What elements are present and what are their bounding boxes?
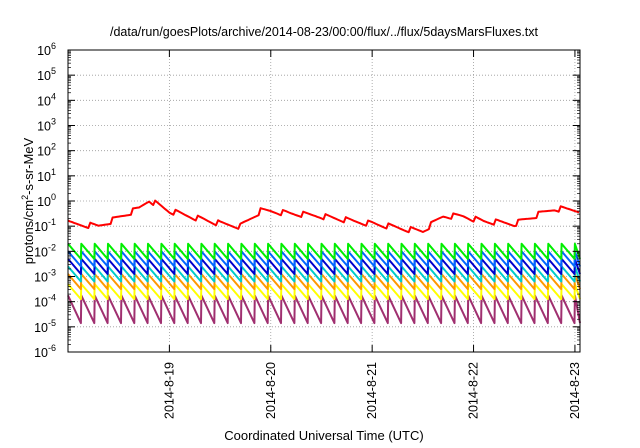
y-tick-exponent: 1 bbox=[51, 167, 56, 177]
y-tick-label: 10-3 bbox=[34, 268, 56, 285]
y-tick-exponent: -2 bbox=[48, 242, 56, 252]
y-tick-label: 100 bbox=[37, 192, 56, 209]
x-tick-label: 2014-8-23 bbox=[568, 362, 582, 419]
y-tick-label: 10-5 bbox=[34, 318, 56, 335]
y-axis-label-units: -s-sr-MeV bbox=[21, 137, 36, 194]
y-axis: 10610510410310210110010-110-210-310-410-… bbox=[34, 41, 580, 360]
y-tick-exponent: -3 bbox=[48, 268, 56, 278]
y-tick-base: 10 bbox=[37, 44, 51, 58]
x-axis-label: Coordinated Universal Time (UTC) bbox=[224, 428, 423, 443]
y-tick-base: 10 bbox=[37, 145, 51, 159]
y-tick-label: 105 bbox=[37, 66, 56, 83]
y-tick-base: 10 bbox=[37, 69, 51, 83]
y-tick-label: 103 bbox=[37, 117, 56, 134]
y-tick-base: 10 bbox=[34, 271, 48, 285]
y-tick-base: 10 bbox=[37, 170, 51, 184]
y-tick-exponent: 6 bbox=[51, 41, 56, 51]
y-tick-exponent: -1 bbox=[48, 217, 56, 227]
y-tick-label: 101 bbox=[37, 167, 56, 184]
y-tick-base: 10 bbox=[34, 296, 48, 310]
y-tick-exponent: 0 bbox=[51, 192, 56, 202]
y-tick-label: 104 bbox=[37, 91, 56, 108]
y-tick-base: 10 bbox=[37, 120, 51, 134]
x-tick-label: 2014-8-20 bbox=[264, 362, 278, 419]
x-axis: 2014-8-19 2014-8-20 2014-8-21 2014-8-22 2014… bbox=[162, 50, 582, 419]
y-axis-label-exponent: 2 bbox=[20, 195, 30, 200]
y-tick-base: 10 bbox=[37, 195, 51, 209]
x-tick-label: 2014-8-21 bbox=[365, 362, 379, 419]
series-line-5 bbox=[67, 265, 581, 283]
series-line-4 bbox=[67, 257, 581, 275]
y-tick-label: 10-6 bbox=[34, 343, 56, 360]
x-tick-label: 2014-8-22 bbox=[467, 362, 481, 419]
series-line-8 bbox=[67, 294, 581, 325]
y-tick-label: 102 bbox=[37, 142, 56, 159]
y-tick-exponent: 2 bbox=[51, 142, 56, 152]
y-tick-exponent: -5 bbox=[48, 318, 56, 328]
y-tick-label: 10-2 bbox=[34, 242, 56, 259]
series-line-6 bbox=[67, 273, 581, 291]
y-tick-label: 106 bbox=[37, 41, 56, 58]
series-line-7 bbox=[67, 283, 581, 301]
y-tick-base: 10 bbox=[37, 94, 51, 108]
series-line-1 bbox=[67, 199, 580, 234]
series-line-3 bbox=[67, 250, 581, 268]
y-tick-exponent: 4 bbox=[51, 91, 56, 101]
y-tick-label: 10-4 bbox=[34, 293, 56, 310]
grid bbox=[68, 50, 580, 352]
y-axis-label-main: protons/cm bbox=[21, 200, 36, 264]
y-tick-label: 10-1 bbox=[34, 217, 56, 234]
y-tick-base: 10 bbox=[34, 220, 48, 234]
x-tick-label: 2014-8-19 bbox=[162, 362, 176, 419]
y-tick-base: 10 bbox=[34, 346, 48, 360]
y-tick-exponent: -4 bbox=[48, 293, 56, 303]
y-tick-exponent: 3 bbox=[51, 117, 56, 127]
series-line-2 bbox=[67, 242, 581, 260]
series-lines bbox=[67, 199, 581, 325]
y-tick-base: 10 bbox=[34, 321, 48, 335]
y-tick-exponent: -6 bbox=[48, 343, 56, 353]
y-tick-base: 10 bbox=[34, 245, 48, 259]
chart-title: /data/run/goesPlots/archive/2014-08-23/0… bbox=[110, 25, 539, 39]
y-axis-label: protons/cm2-s-sr-MeV bbox=[20, 137, 36, 264]
y-tick-exponent: 5 bbox=[51, 66, 56, 76]
